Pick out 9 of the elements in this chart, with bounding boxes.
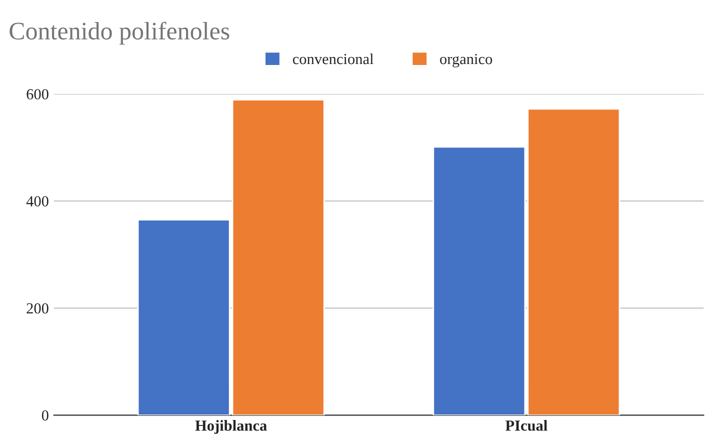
y-tick-label: 0 — [42, 410, 48, 421]
legend-label: organico — [440, 54, 492, 68]
chart-title: Contenido polifenoles — [10, 22, 230, 45]
y-tick-label: 600 — [26, 89, 48, 100]
legend-label: convencional — [292, 53, 374, 64]
x-tick-label: PIcual — [505, 420, 548, 431]
x-tick-label: Hojiblanca — [195, 420, 267, 434]
y-tick-label: 200 — [26, 303, 48, 314]
y-tick-label: 400 — [26, 196, 48, 206]
